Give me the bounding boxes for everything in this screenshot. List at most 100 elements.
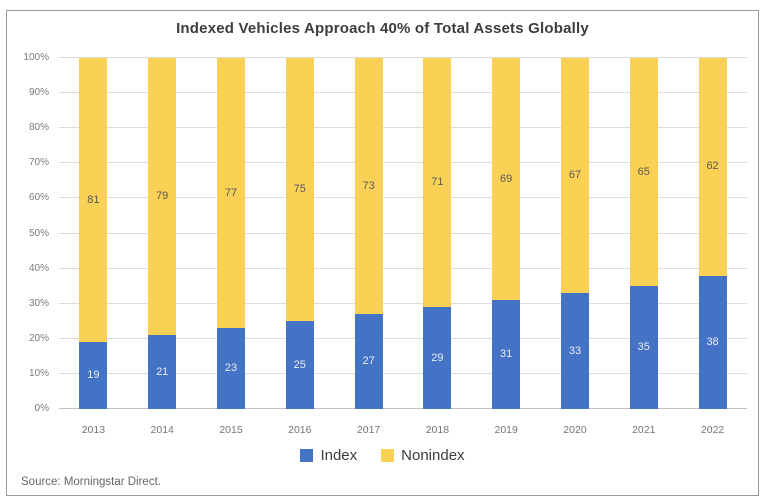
x-tick-label: 2021 [632,424,656,436]
x-tick-label: 2013 [81,424,106,436]
x-tick-label: 2015 [219,424,243,436]
gridline [59,337,747,339]
bar-value-label: 33 [568,344,582,357]
gridline [59,267,747,269]
legend-swatch [381,449,395,462]
bar-value-label: 65 [637,165,650,178]
gridline [59,127,747,129]
bar-segment-index: 31 [492,300,521,409]
plot-area: 81 19 79 21 77 23 75 25 73 27 71 29 69 31 67 33 65 35 62 38 [59,57,747,409]
bar-cell: 67 33 [541,58,610,409]
bar-cell: 81 19 [59,58,128,409]
stacked-bar-2014: 79 21 [148,58,177,409]
bar-segment-nonindex: 67 [560,58,589,294]
bar-segment-nonindex: 69 [492,58,521,301]
x-tick-label: 2014 [150,424,174,436]
bar-segment-index: 21 [148,335,177,409]
legend-label: Index [320,447,358,464]
stacked-bar-2015: 77 23 [216,58,245,409]
bar-value-label: 38 [706,335,719,348]
bar-cell: 62 38 [678,58,747,409]
y-tick-label: 90% [28,87,49,99]
bar-segment-index: 27 [354,314,383,409]
source-note: Source: Morningstar Direct. [21,476,161,488]
stacked-bar-2021: 65 35 [629,58,658,409]
bar-segment-index: 23 [216,328,245,409]
bar-segment-nonindex: 81 [79,58,108,343]
bar-segment-nonindex: 71 [423,58,452,308]
y-tick-label: 40% [28,262,49,274]
gridline [59,232,747,234]
gridline [59,302,747,304]
bars-layer: 81 19 79 21 77 23 75 25 73 27 71 29 69 31 67 33 65 35 62 38 [59,58,747,409]
gridline [59,372,747,374]
x-tick-label: 2017 [356,424,381,436]
bar-cell: 71 29 [403,58,472,409]
y-tick-label: 50% [28,227,49,239]
bar-value-label: 35 [637,341,650,354]
bar-segment-nonindex: 77 [216,58,245,329]
y-axis: 0% 10% 20% 30% 40% 50% 60% 70% 80% 90% 100% [7,53,59,414]
bar-cell: 69 31 [472,58,541,409]
stacked-bar-2020: 67 33 [560,58,589,409]
bar-segment-nonindex: 75 [285,58,314,322]
bar-cell: 73 27 [334,58,403,409]
legend-item-nonindex: Nonindex [381,447,465,464]
bar-value-label: 27 [362,355,375,368]
bar-value-label: 69 [500,172,513,185]
legend: Index Nonindex [7,447,758,464]
y-tick-label: 30% [28,297,49,309]
bar-segment-index: 25 [285,321,314,409]
stacked-bar-2016: 75 25 [285,58,314,409]
gridlines [59,57,747,409]
bar-segment-nonindex: 73 [354,58,383,315]
bar-segment-nonindex: 79 [148,58,177,336]
bar-segment-index: 29 [423,307,452,409]
chart-card: Indexed Vehicles Approach 40% of Total A… [6,10,759,496]
gridline [59,197,747,199]
bar-value-label: 79 [156,190,169,203]
bar-segment-nonindex: 62 [698,58,727,276]
stacked-bar-2018: 71 29 [423,58,452,409]
legend-swatch [300,449,314,462]
x-tick-label: 2016 [288,424,312,436]
bar-value-label: 62 [706,160,719,173]
chart-area: 0% 10% 20% 30% 40% 50% 60% 70% 80% 90% 100% 81 19 79… [7,53,747,414]
bar-value-label: 21 [156,365,169,378]
bar-value-label: 73 [362,179,375,192]
bar-value-label: 75 [293,183,306,196]
bar-segment-index: 33 [560,293,589,409]
x-tick-label: 2019 [494,424,518,436]
bar-value-label: 81 [87,193,100,206]
chart-title: Indexed Vehicles Approach 40% of Total A… [176,20,589,37]
gridline [59,408,747,409]
bar-cell: 79 21 [128,58,197,409]
bar-value-label: 29 [431,351,444,364]
y-tick-label: 70% [28,157,49,169]
bar-value-label: 25 [293,358,306,371]
bar-value-label: 31 [500,348,513,361]
bar-value-label: 19 [87,369,100,382]
y-tick-label: 0% [34,403,49,414]
stacked-bar-2013: 81 19 [79,58,108,409]
gridline [59,57,747,58]
y-tick-label: 80% [28,122,49,134]
x-axis: 2013 2014 2015 2016 2017 2018 2019 2020 2021 2022 [59,424,747,436]
legend-label: Nonindex [401,447,465,464]
legend-item-index: Index [300,447,357,464]
bar-cell: 65 35 [609,58,678,409]
bar-value-label: 67 [568,169,582,182]
bar-segment-index: 19 [79,342,108,409]
bar-segment-nonindex: 65 [629,58,658,287]
y-tick-label: 60% [28,192,49,204]
stacked-bar-2022: 62 38 [698,58,727,409]
bar-cell: 75 25 [265,58,334,409]
bar-value-label: 23 [224,362,238,375]
y-tick-label: 20% [28,332,49,344]
x-tick-label: 2020 [563,424,587,436]
bar-cell: 77 23 [197,58,266,409]
y-tick-label: 100% [23,52,49,63]
gridline [59,92,747,94]
x-tick-label: 2018 [425,424,450,436]
x-tick-label: 2022 [700,424,725,436]
